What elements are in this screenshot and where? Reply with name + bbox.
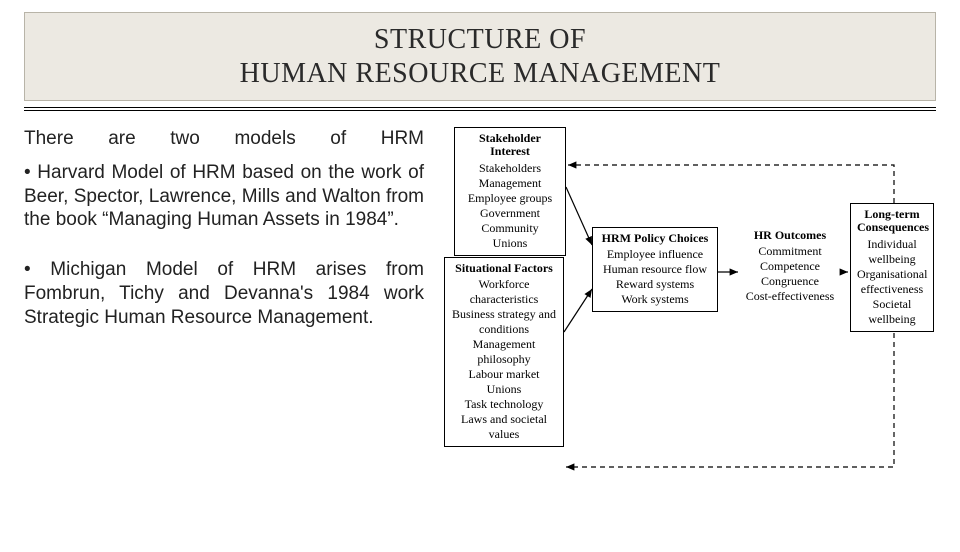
node-longterm: Long-term Consequences Individual wellbe… <box>850 203 934 331</box>
page-title: STRUCTURE OF HUMAN RESOURCE MANAGEMENT <box>41 23 919 90</box>
title-banner: STRUCTURE OF HUMAN RESOURCE MANAGEMENT <box>24 12 936 101</box>
text-column: There are two models of HRM • Harvard Mo… <box>24 127 424 487</box>
node-policy: HRM Policy Choices Employee influence Hu… <box>592 227 718 312</box>
arrow-situational-policy <box>564 289 592 332</box>
node-policy-header: HRM Policy Choices <box>599 232 711 245</box>
node-outcomes: HR Outcomes Commitment Competence Congru… <box>740 227 840 306</box>
hrm-diagram: Stakeholder Interest Stakeholders Manage… <box>444 127 934 487</box>
node-situational-header: Situational Factors <box>451 262 557 275</box>
title-line2: HUMAN RESOURCE MANAGEMENT <box>240 58 721 89</box>
title-line1: STRUCTURE OF <box>374 24 586 55</box>
node-stakeholder-header: Stakeholder Interest <box>461 132 559 158</box>
node-stakeholder: Stakeholder Interest Stakeholders Manage… <box>454 127 566 255</box>
paragraph-michigan: • Michigan Model of HRM arises from Fomb… <box>24 258 424 329</box>
paragraph-harvard: • Harvard Model of HRM based on the work… <box>24 161 424 232</box>
node-outcomes-header: HR Outcomes <box>744 229 836 242</box>
diagram-column: Stakeholder Interest Stakeholders Manage… <box>444 127 936 487</box>
intro-text: There are two models of HRM <box>24 127 424 151</box>
node-longterm-header: Long-term Consequences <box>857 208 927 234</box>
content-area: There are two models of HRM • Harvard Mo… <box>0 111 960 487</box>
arrow-stakeholder-policy <box>566 187 592 245</box>
node-situational: Situational Factors Workforce characteri… <box>444 257 564 447</box>
arrow-longterm-situational <box>566 333 894 467</box>
arrow-longterm-stakeholder <box>568 165 894 203</box>
